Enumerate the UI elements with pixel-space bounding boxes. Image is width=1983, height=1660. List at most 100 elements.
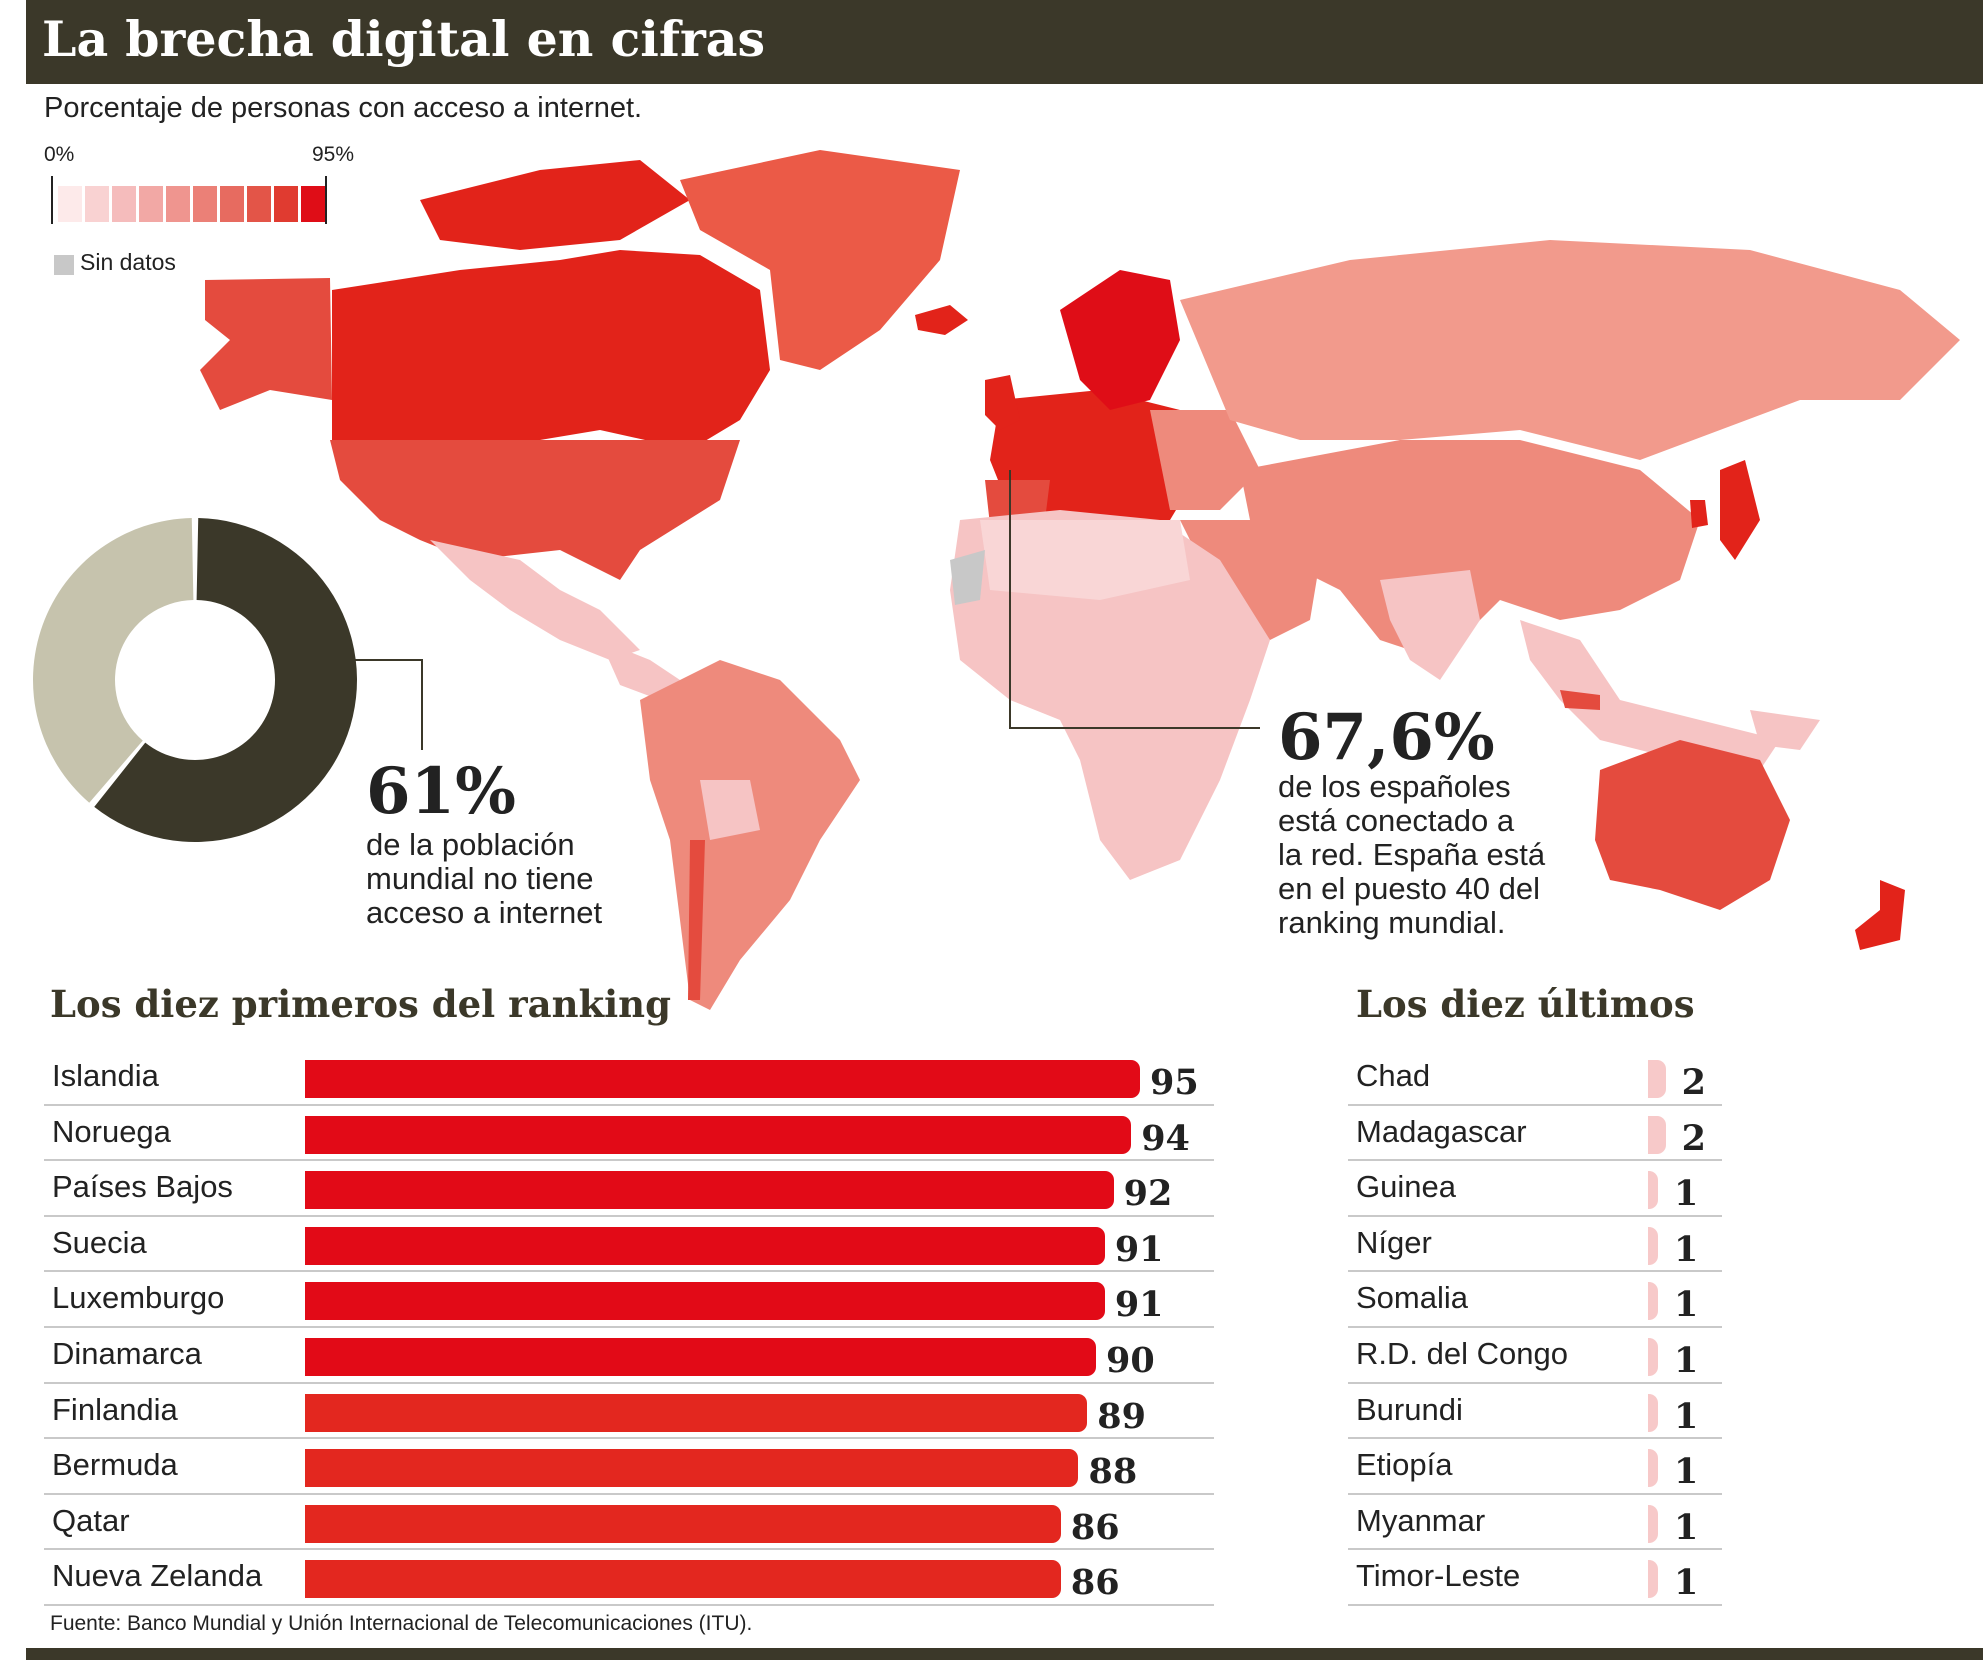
bottom-ranking-row-bar [1648,1171,1658,1210]
legend-color-scale [51,176,327,224]
top-ranking-row-label: Islandia [52,1058,159,1093]
spain-note-line: está conectado a [1278,803,1515,838]
title-bar [26,0,1983,84]
spain-note-line: en el puesto 40 del [1278,871,1540,906]
legend-step-6 [193,186,217,222]
top-ranking-row-label: Luxemburgo [52,1280,225,1316]
legend-step-7 [220,186,244,222]
map-usa [330,440,740,580]
bottom-ranking-row-divider [1348,1326,1722,1328]
bottom-ranking-row-bar [1648,1393,1658,1432]
top-ranking-row-label: Bermuda [52,1447,178,1483]
donut-chart [32,518,423,842]
spain-note-line: la red. España está [1278,837,1546,872]
top-ranking-row-value: 91 [1114,1284,1164,1326]
bottom-ranking-row-label: Timor-Leste [1356,1558,1521,1594]
top-ranking-row-bar [305,1171,1114,1210]
bottom-ranking-row-divider [1348,1492,1722,1495]
top-ranking-row-value: 92 [1123,1173,1173,1215]
donut-slice-access [32,518,194,803]
top-ranking-row-value: 86 [1070,1506,1120,1548]
map-south-america [640,660,860,1010]
top-ranking-title: Los diez primeros del ranking [50,982,671,1026]
top-ranking-row-bar [305,1226,1105,1265]
page-subtitle: Porcentaje de personas con acceso a inte… [44,92,643,124]
world-map [200,150,1960,1010]
map-africa [950,510,1270,880]
top-ranking-row-value: 90 [1106,1340,1155,1381]
top-ranking-row-bar [305,1560,1061,1599]
map-scandinavia [1060,270,1180,410]
top-ranking-row-bar [305,1504,1061,1543]
map-central-america [600,640,680,700]
map-asia [1240,440,1700,660]
bottom-ranking-row-value: 1 [1674,1340,1699,1381]
top-ranking-row-value: 89 [1097,1395,1146,1437]
top-ranking-row-divider [44,1548,1214,1551]
bottom-ranking-row-label: Etiopía [1356,1447,1453,1483]
map-india [1380,570,1480,680]
bottom-ranking-row-label: Madagascar [1356,1113,1527,1149]
top-ranking-row-value: 95 [1150,1062,1199,1103]
legend-steps [58,186,325,222]
bottom-ranking-row-divider [1348,1381,1722,1384]
top-ranking-row-label: Finlandia [52,1391,178,1427]
top-ranking-row-bar [305,1393,1088,1432]
map-alaska [200,278,332,410]
top-ranking-row-divider [44,1214,1214,1217]
legend-step-2 [85,186,109,222]
map-japan [1720,460,1760,560]
donut-leader-line [352,659,423,750]
legend-max-label: 95% [312,143,355,166]
top-ranking-row-divider [44,1270,1214,1273]
top-ranking-row-label: Países Bajos [52,1169,233,1205]
spain-note: de los españoles está conectado a la red… [1278,770,1545,940]
bottom-ranking-row-label: Myanmar [1356,1502,1486,1538]
legend-step-8 [247,186,271,222]
bottom-ranking-row-divider [1348,1437,1722,1440]
spain-leader [1009,470,1260,729]
bottom-ranking-row-value: 1 [1674,1395,1699,1437]
top-ranking-row-label: Qatar [52,1502,130,1538]
top-ranking-row-bar [305,1115,1132,1154]
top-ranking-row-divider [44,1492,1214,1495]
top-ranking-row-label: Dinamarca [52,1336,202,1371]
bottom-ranking-row-value: 1 [1674,1173,1699,1215]
bottom-ranking-row-divider [1348,1214,1722,1217]
map-bolivia [700,780,760,840]
bottom-ranking-row-value: 1 [1674,1562,1699,1604]
legend-nodata-label: Sin datos [80,249,176,275]
bottom-ranking-row-label: Somalia [1356,1280,1468,1316]
map-east-europe [1150,410,1260,510]
spain-note-line: ranking mundial. [1278,905,1506,940]
bottom-ranking-row-label: Níger [1356,1224,1432,1260]
top-ranking-row-divider [44,1604,1214,1606]
map-canada-islands [420,160,690,250]
top-ranking-row-label: Noruega [52,1113,171,1149]
top-ranking-row-value: 91 [1114,1228,1164,1270]
legend-step-3 [112,186,136,222]
donut-pct-label: 61% [366,754,516,829]
map-australia [1595,740,1790,910]
top-ranking-row-value: 94 [1141,1117,1190,1159]
spain-note-line: de los españoles [1278,769,1511,804]
bottom-ranking-row-bar [1648,1449,1658,1488]
top-ranking-row-label: Nueva Zelanda [52,1558,263,1594]
map-southeast-asia [1520,620,1780,770]
top-ranking-row-divider [44,1437,1214,1440]
bottom-ranking-row-label: R.D. del Congo [1356,1336,1568,1371]
legend-step-9 [274,186,298,222]
top-ranking-row-value: 86 [1070,1562,1120,1604]
legend-step-1 [58,186,82,222]
bottom-ranking-row-label: Guinea [1356,1169,1456,1205]
bottom-ranking-row-value: 1 [1674,1451,1699,1493]
bottom-ranking-row-divider [1348,1548,1722,1551]
bottom-ranking-row-value: 1 [1674,1228,1699,1270]
map-new-zealand [1855,880,1905,950]
top-ranking-row-divider [44,1326,1214,1328]
legend-step-5 [166,186,190,222]
bottom-ranking-row-divider [1348,1604,1722,1606]
map-korea [1690,500,1708,528]
map-greenland [680,150,960,370]
map-africa-north [980,520,1190,600]
